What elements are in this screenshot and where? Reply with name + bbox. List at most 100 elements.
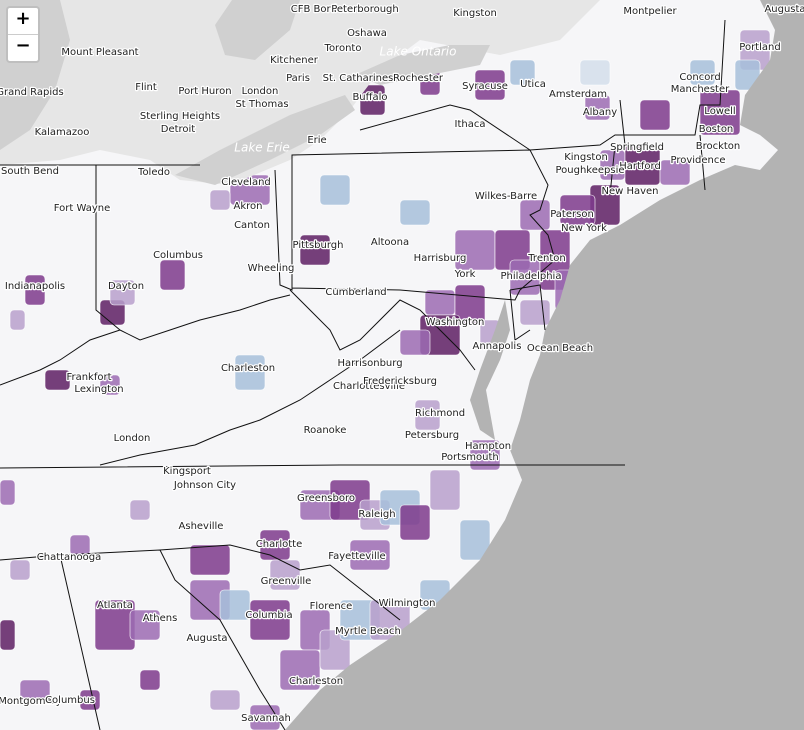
county-patch <box>209 689 241 711</box>
place-label: Oshawa <box>347 28 387 39</box>
place-label: Athens <box>143 613 178 624</box>
county-patch <box>159 259 186 291</box>
place-label: Kingsport <box>163 466 211 477</box>
county-patch <box>454 229 496 271</box>
place-label: Fredericksburg <box>363 376 437 387</box>
place-label: St. Catharines <box>323 73 394 84</box>
place-label: Montgomery <box>0 696 62 707</box>
county-patch <box>469 439 501 471</box>
lake-ontario <box>355 45 490 85</box>
place-label: Toronto <box>324 43 362 54</box>
georgian-bay <box>215 0 300 60</box>
county-patch <box>129 499 151 521</box>
canada-land <box>0 0 600 185</box>
county-patch <box>359 84 386 116</box>
county-patch <box>414 399 441 431</box>
county-patch <box>474 69 506 101</box>
place-label: New York <box>561 223 607 234</box>
place-label: Kalamazoo <box>35 127 90 138</box>
place-label: Akron <box>234 201 263 212</box>
place-label: Columbus <box>153 250 203 261</box>
place-label: Grand Rapids <box>0 87 64 98</box>
place-label: Paris <box>286 73 310 84</box>
place-label: Wilmington <box>379 598 436 609</box>
place-label: Syracuse <box>462 81 508 92</box>
county-patch <box>299 234 331 266</box>
county-patch <box>139 669 161 691</box>
county-patch <box>109 279 136 306</box>
place-label: Asheville <box>179 521 224 532</box>
place-label: Chattanooga <box>37 552 101 563</box>
place-label: Cumberland <box>325 287 386 298</box>
place-label: Washington <box>426 317 485 328</box>
place-label: Charlottesville <box>333 381 405 392</box>
county-patch <box>269 559 301 591</box>
county-patch <box>69 534 91 556</box>
county-patch <box>689 59 716 86</box>
place-label: Paterson <box>550 209 594 220</box>
place-label: Greensboro <box>297 493 355 504</box>
place-label: Kitchener <box>270 55 319 66</box>
place-label: Ithaca <box>455 119 486 130</box>
place-label: Lexington <box>74 384 123 395</box>
place-label: Manchester <box>671 84 730 95</box>
place-label: Trenton <box>527 253 565 264</box>
county-patch <box>249 599 291 641</box>
place-label: Richmond <box>415 408 465 419</box>
place-label: Poughkeepsie <box>555 165 624 176</box>
place-label: Hampton <box>465 441 511 452</box>
county-patch <box>399 199 431 226</box>
place-label: Savannah <box>241 713 291 724</box>
place-label: Augusta <box>186 633 227 644</box>
place-label: Hartford <box>619 161 661 172</box>
place-label: CFB Borden <box>291 4 350 15</box>
place-label: Charlotte <box>256 539 302 550</box>
place-label: Dayton <box>108 281 144 292</box>
place-label: Harrisburg <box>414 253 467 264</box>
county-patch <box>279 649 321 691</box>
county-patch <box>319 174 351 206</box>
place-label: Detroit <box>161 124 196 135</box>
place-label: Erie <box>307 135 326 146</box>
place-label: Brockton <box>696 141 741 152</box>
place-label: Springfield <box>610 142 664 153</box>
place-label: London <box>242 86 279 97</box>
county-patch <box>639 99 671 131</box>
zoom-out-button[interactable]: − <box>8 34 38 61</box>
county-patch <box>234 354 266 391</box>
place-label: Lowell <box>704 106 735 117</box>
county-patch <box>559 194 596 226</box>
place-label: Sterling Heights <box>140 111 220 122</box>
place-label: Cleveland <box>221 177 271 188</box>
county-patch <box>189 544 231 576</box>
place-label: Port Huron <box>178 86 231 97</box>
place-label: Mount Pleasant <box>61 47 138 58</box>
county-patch <box>79 689 101 711</box>
county-patch <box>659 159 691 186</box>
county-patch <box>0 479 16 506</box>
county-patch <box>24 274 46 306</box>
place-label: Pittsburgh <box>293 240 344 251</box>
place-label: Portland <box>739 42 780 53</box>
county-patch <box>44 369 71 391</box>
zoom-in-button[interactable]: + <box>15 8 31 29</box>
place-label: Rochester <box>393 73 444 84</box>
county-patch <box>519 299 551 326</box>
place-label: Harrisonburg <box>337 358 402 369</box>
place-label: Altoona <box>371 237 409 248</box>
place-label: South Bend <box>1 166 59 177</box>
place-label: Flint <box>135 82 157 93</box>
place-label: Columbus <box>45 695 95 706</box>
place-label: Utica <box>520 79 546 90</box>
place-label: Frankfort <box>66 372 111 383</box>
place-label: London <box>114 433 151 444</box>
county-patch <box>129 609 161 641</box>
place-label: Florence <box>310 601 353 612</box>
place-label: Augusta <box>764 4 804 15</box>
county-patch <box>699 89 741 136</box>
place-label: St Thomas <box>235 99 288 110</box>
county-patch <box>9 559 31 581</box>
place-label: Kingston <box>564 152 608 163</box>
place-label: Amsterdam <box>549 89 607 100</box>
